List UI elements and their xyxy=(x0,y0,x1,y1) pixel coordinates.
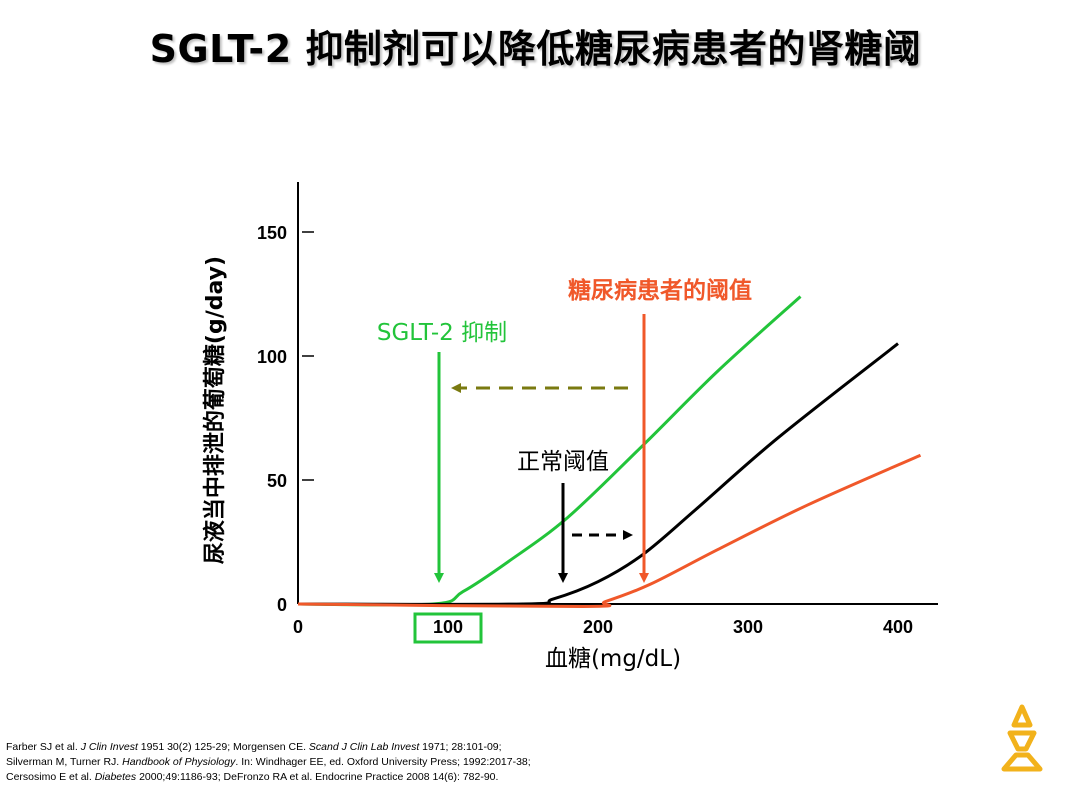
y-axis-title: 尿液当中排泄的葡萄糖(g/day) xyxy=(202,256,228,564)
x-tick-label: 400 xyxy=(883,617,913,637)
diabetic-threshold-label: 糖尿病患者的阈值 xyxy=(568,277,752,304)
page-title: SGLT-2 抑制剂可以降低糖尿病患者的肾糖阈 xyxy=(149,27,922,71)
company-logo-icon xyxy=(1001,704,1043,772)
renal-threshold-chart: 0 50 100 150 0 100 200 300 400 血糖(mg/dL) 尿液当中排泄… xyxy=(202,182,938,672)
x-tick-label: 0 xyxy=(293,617,303,637)
y-tick-label: 0 xyxy=(277,595,287,615)
series-line-normal xyxy=(297,342,899,606)
y-tick-label: 150 xyxy=(257,223,287,243)
normal-threshold-label: 正常阈值 xyxy=(517,449,609,475)
sglt2-label: SGLT-2 抑制 xyxy=(377,320,507,346)
x-tick-label: 200 xyxy=(583,617,613,637)
reference-line-3: Cersosimo E et al. Diabetes 2000;49:1186… xyxy=(6,771,499,783)
highlight-box-100 xyxy=(413,612,483,644)
series-line-diabetic xyxy=(297,453,922,609)
references: Farber SJ et al. J Clin Invest 1951 30(2… xyxy=(6,740,531,785)
x-axis-title: 血糖(mg/dL) xyxy=(545,646,681,672)
y-tick-label: 50 xyxy=(267,471,287,491)
reference-line-1: Farber SJ et al. J Clin Invest 1951 30(2… xyxy=(6,741,502,753)
reference-line-2: Silverman M, Turner RJ. Handbook of Phys… xyxy=(6,756,531,768)
x-tick-label: 100 xyxy=(433,617,463,637)
y-tick-label: 100 xyxy=(257,347,287,367)
x-tick-label: 300 xyxy=(733,617,763,637)
